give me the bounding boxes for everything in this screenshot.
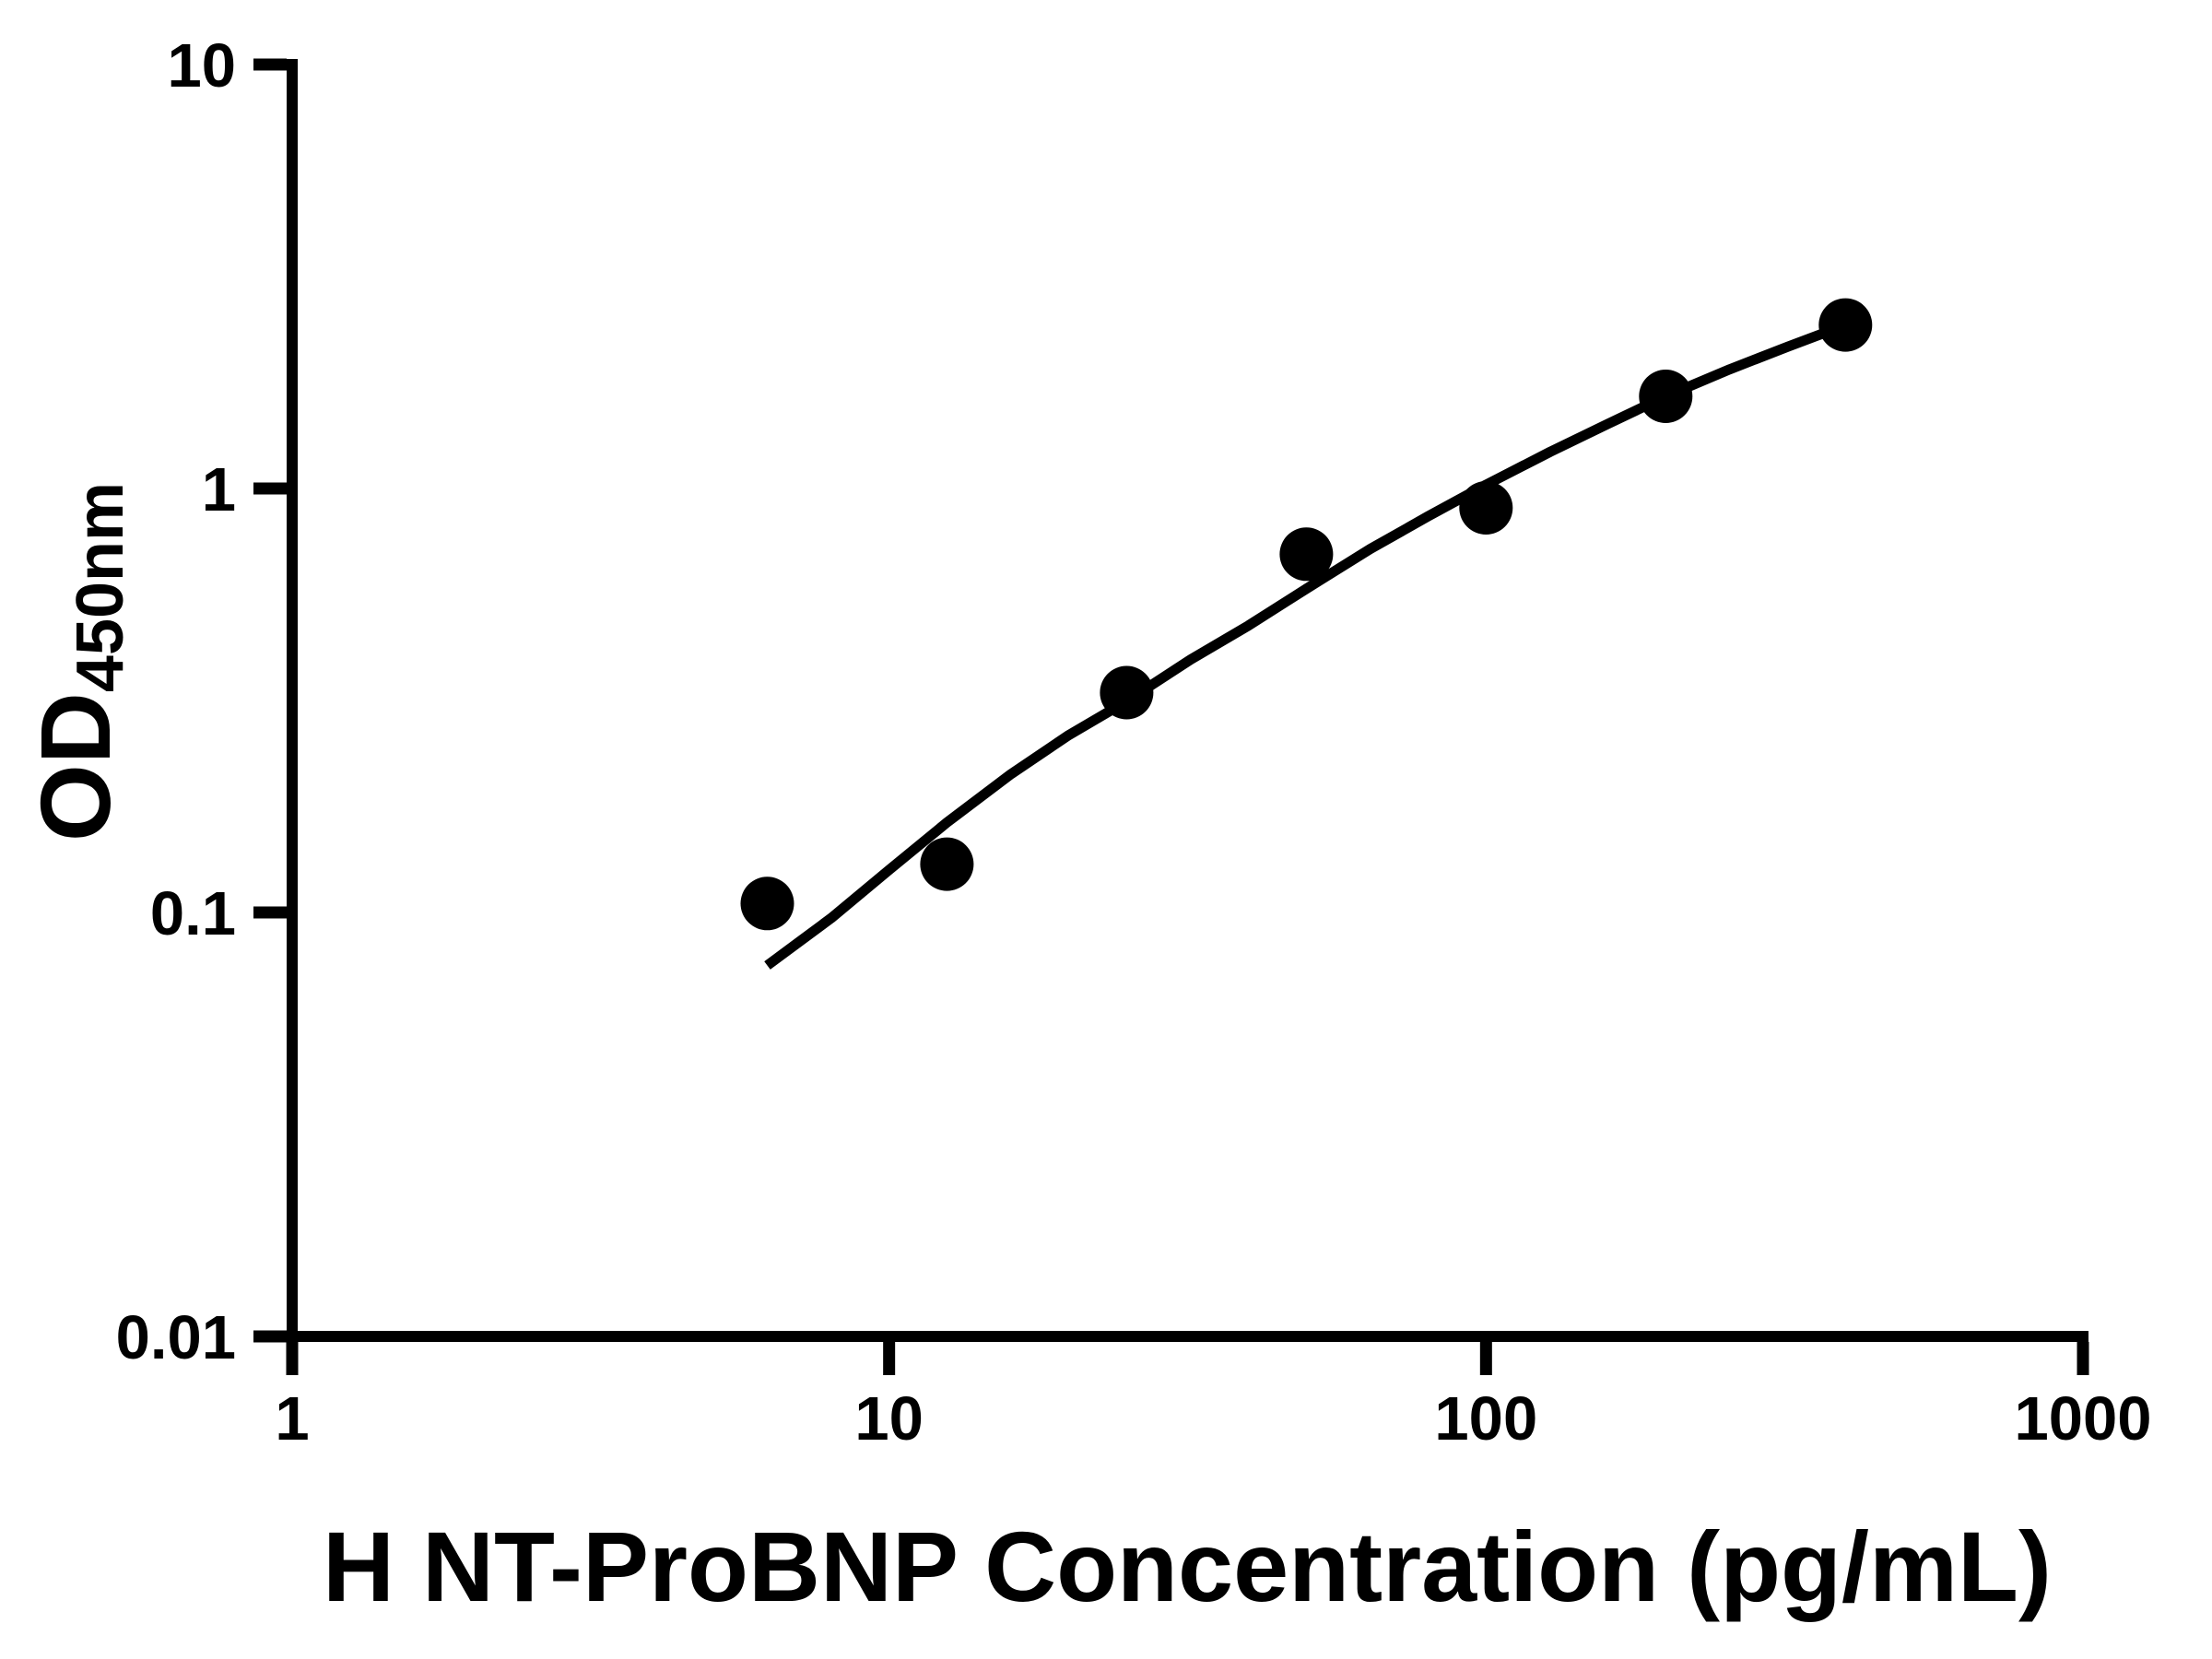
data-point-marker — [1818, 298, 1873, 352]
x-tick-label: 10 — [854, 1384, 924, 1453]
y-axis-title-main: OD — [19, 692, 131, 842]
data-point-marker — [740, 877, 794, 931]
x-tick-label: 1 — [275, 1384, 309, 1453]
y-axis-spine — [287, 59, 298, 1342]
y-tick-label: 10 — [167, 31, 236, 100]
data-point-marker — [1459, 481, 1513, 535]
y-axis-title: OD 450nm — [19, 482, 137, 842]
y-tick-label: 0.1 — [150, 879, 236, 948]
data-point-marker — [1279, 527, 1334, 582]
y-axis-title-subscript: 450nm — [64, 481, 137, 693]
y-tick-label: 1 — [202, 455, 236, 524]
y-tick-label: 0.01 — [116, 1303, 236, 1372]
data-point-marker — [1639, 370, 1693, 423]
x-axis-spine — [287, 1331, 2088, 1342]
data-point-marker — [1100, 665, 1154, 720]
x-tick-label: 100 — [1434, 1384, 1537, 1453]
data-point-marker — [920, 837, 974, 891]
x-axis-title: H NT-ProBNP Concentration (pg/mL) — [323, 1511, 2052, 1622]
x-tick-label: 1000 — [2014, 1384, 2151, 1453]
